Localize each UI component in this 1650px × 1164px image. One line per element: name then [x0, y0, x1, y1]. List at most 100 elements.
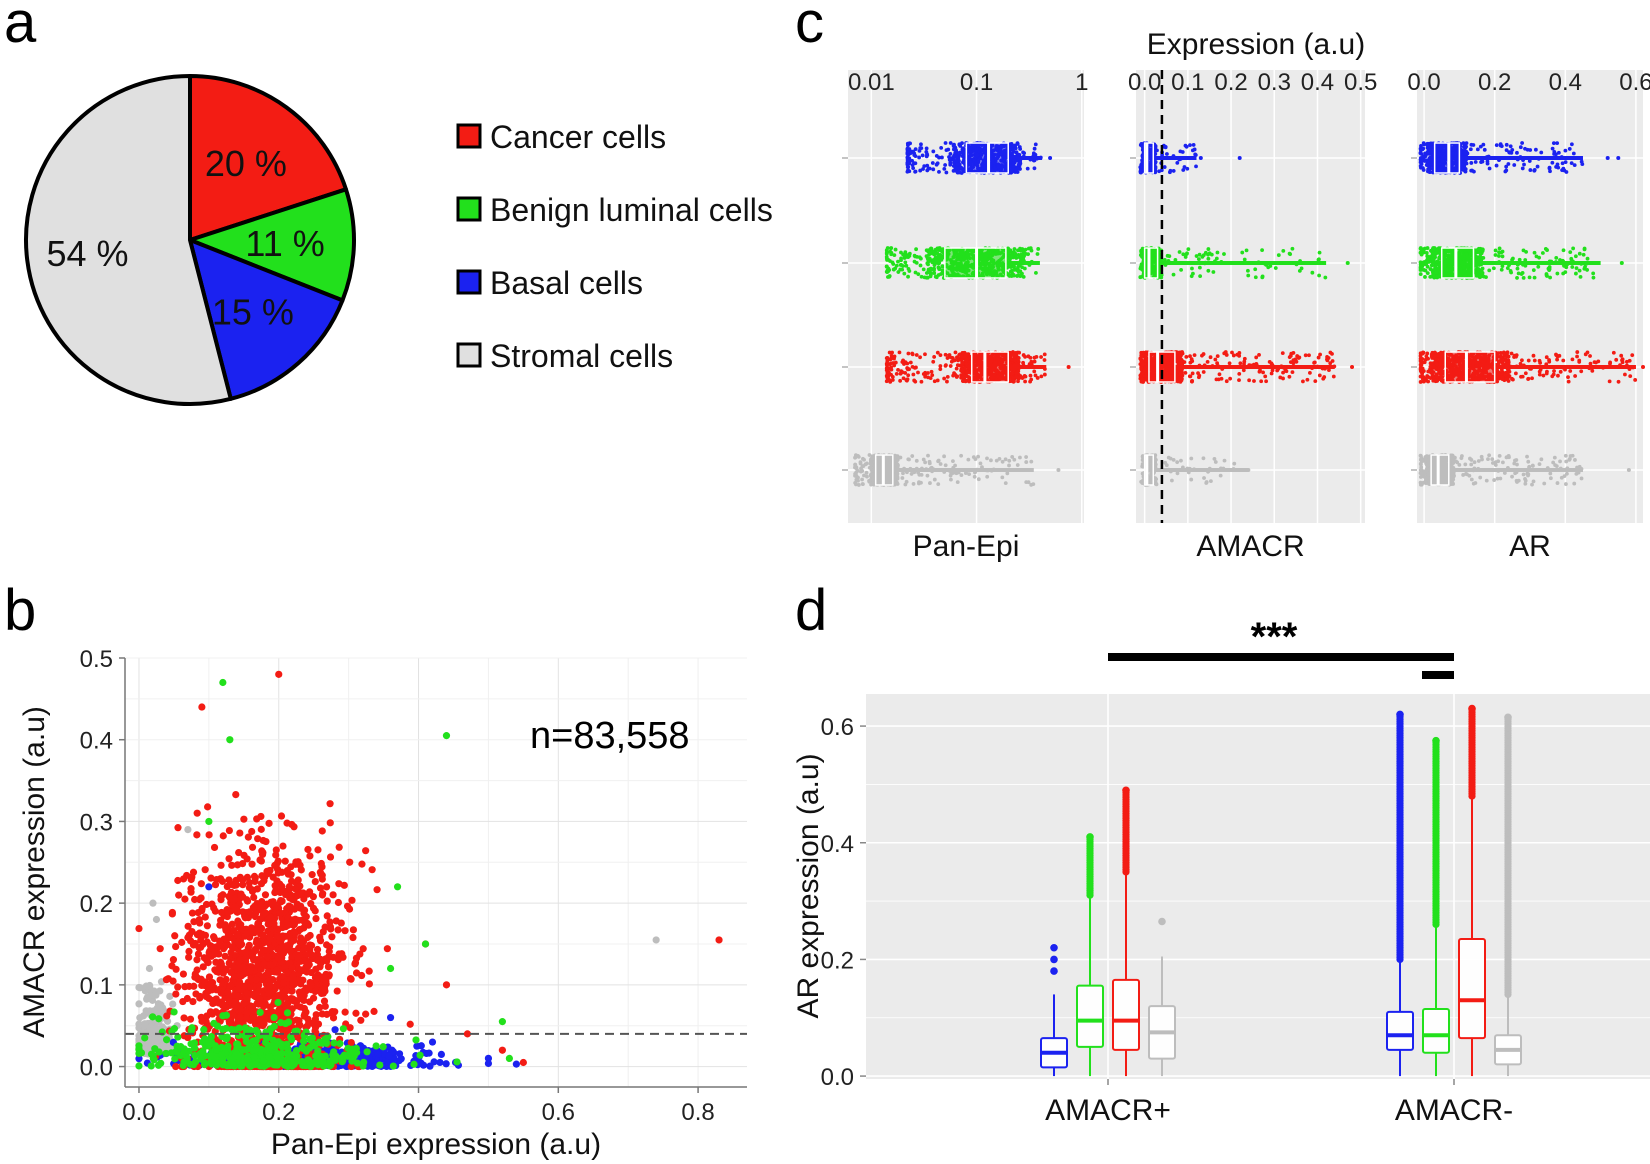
point-basal-cells [955, 155, 959, 159]
point-cancer-cells [885, 362, 889, 366]
point-cancer-cells [278, 897, 285, 904]
point-benign-luminal-cells [443, 732, 450, 739]
point-basal-cells [957, 143, 961, 147]
point-basal-cells [914, 147, 918, 151]
point-cancer-cells [251, 878, 258, 885]
point-cancer-cells [282, 933, 289, 940]
point-cancer-cells [1039, 375, 1043, 379]
point-cancer-cells [326, 800, 333, 807]
point-cancer-cells [179, 998, 186, 1005]
point-benign-luminal-cells [904, 264, 908, 268]
point-cancer-cells [322, 924, 329, 931]
point-cancer-cells [257, 813, 264, 820]
point-benign-luminal-cells [300, 1038, 307, 1045]
point-cancer-cells [224, 989, 231, 996]
point-cancer-cells [313, 975, 320, 982]
point-cancer-cells [353, 955, 360, 962]
point-cancer-cells [366, 980, 373, 987]
point-basal-cells [924, 150, 928, 154]
point-cancer-cells [341, 882, 348, 889]
point-basal-cells [959, 166, 963, 170]
point-cancer-cells [298, 966, 305, 973]
point-cancer-cells [314, 946, 321, 953]
point-cancer-cells [275, 858, 282, 865]
point-cancer-cells [323, 883, 330, 890]
point-benign-luminal-cells [938, 246, 942, 250]
point-stromal-cells [936, 482, 940, 486]
point-cancer-cells [235, 849, 242, 856]
point-benign-luminal-cells [190, 1061, 197, 1068]
point-benign-luminal-cells [506, 1055, 513, 1062]
point-basal-cells [383, 1063, 390, 1070]
point-basal-cells [943, 163, 947, 167]
point-benign-luminal-cells [926, 248, 930, 252]
point-cancer-cells [288, 965, 295, 972]
point-benign-luminal-cells [899, 263, 903, 267]
point-cancer-cells [290, 928, 297, 935]
point-cancer-cells [1043, 358, 1047, 362]
point-cancer-cells [322, 1003, 329, 1010]
scatter-plot-b: 0.0 0.2 0.4 0.6 0.80.00.10.20.30.40.5 n=83,5… [18, 646, 747, 1161]
point-cancer-cells [211, 935, 218, 942]
point-cancer-cells [464, 1030, 471, 1037]
strip-plot-pan-epi: 0.01 0.1 1Pan-Epi [842, 69, 1088, 563]
point-cancer-cells [322, 977, 329, 984]
point-cancer-cells [260, 1020, 267, 1027]
point-basal-cells [948, 158, 952, 162]
point-cancer-cells [219, 878, 226, 885]
point-cancer-cells [297, 938, 304, 945]
point-cancer-cells [955, 367, 959, 371]
point-cancer-cells [350, 926, 357, 933]
point-cancer-cells [213, 995, 220, 1002]
point-cancer-cells [303, 913, 310, 920]
point-cancer-cells [304, 846, 311, 853]
point-basal-cells [374, 1051, 381, 1058]
point-cancer-cells [932, 355, 936, 359]
point-cancer-cells [222, 927, 229, 934]
point-basal-cells [925, 153, 929, 157]
scatter-b-x-label: Pan-Epi expression (a.u) [271, 1128, 601, 1161]
point-cancer-cells [232, 904, 239, 911]
point-basal-cells [949, 141, 953, 145]
point-benign-luminal-cells [1022, 275, 1026, 279]
point-basal-cells [908, 150, 912, 154]
point-cancer-cells [314, 957, 321, 964]
point-benign-luminal-cells [306, 1044, 313, 1051]
point-cancer-cells [254, 940, 261, 947]
point-basal-cells [931, 161, 935, 165]
point-cancer-cells [228, 862, 235, 869]
point-cancer-cells [198, 880, 205, 887]
point-basal-cells [925, 146, 929, 150]
point-benign-luminal-cells [499, 1018, 506, 1025]
point-basal-cells [1033, 147, 1037, 151]
point-cancer-cells [918, 355, 922, 359]
point-cancer-cells [960, 370, 964, 374]
point-benign-luminal-cells [919, 264, 923, 268]
point-benign-luminal-cells [922, 267, 926, 271]
point-benign-luminal-cells [889, 246, 893, 250]
point-cancer-cells [189, 909, 196, 916]
point-cancer-cells [914, 366, 918, 370]
panel-label-d: d [795, 578, 827, 643]
point-cancer-cells [931, 360, 935, 364]
point-stromal-cells [860, 478, 864, 482]
point-benign-luminal-cells [899, 256, 903, 260]
point-stromal-cells [151, 1036, 158, 1043]
point-benign-luminal-cells [902, 272, 906, 276]
point-benign-luminal-cells [212, 1042, 219, 1049]
tick-label-x: 1 [1075, 69, 1088, 96]
tick-label-x: 0.2 [262, 1099, 295, 1126]
point-benign-luminal-cells [173, 1049, 180, 1056]
point-benign-luminal-cells [354, 1059, 361, 1066]
point-stromal-cells [912, 482, 916, 486]
point-benign-luminal-cells [202, 1043, 209, 1050]
point-cancer-cells [246, 884, 253, 891]
point-benign-luminal-cells [919, 257, 923, 261]
point-cancer-cells [267, 914, 274, 921]
point-cancer-cells [236, 829, 243, 836]
point-cancer-cells [181, 896, 188, 903]
point-cancer-cells [909, 361, 913, 365]
point-cancer-cells [169, 909, 176, 916]
point-basal-cells [948, 152, 952, 156]
point-benign-luminal-cells [219, 1012, 226, 1019]
